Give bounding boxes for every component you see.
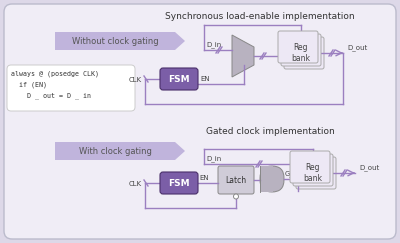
Text: D_out: D_out xyxy=(359,164,379,171)
Text: Synchronous load-enable implementation: Synchronous load-enable implementation xyxy=(165,12,355,21)
FancyBboxPatch shape xyxy=(160,172,198,194)
Polygon shape xyxy=(55,32,185,50)
Text: Reg
bank: Reg bank xyxy=(304,163,322,183)
Text: FSM: FSM xyxy=(168,179,190,188)
Text: Without clock gating: Without clock gating xyxy=(72,36,158,45)
FancyBboxPatch shape xyxy=(7,65,135,111)
Text: D _ out = D _ in: D _ out = D _ in xyxy=(11,92,91,99)
Text: CLK: CLK xyxy=(129,181,142,187)
Text: EN: EN xyxy=(199,175,209,181)
Text: Latch: Latch xyxy=(226,175,246,184)
Text: EN: EN xyxy=(200,76,210,82)
Text: FSM: FSM xyxy=(168,75,190,84)
Text: G_CLK: G_CLK xyxy=(285,170,307,177)
Polygon shape xyxy=(55,142,185,160)
FancyBboxPatch shape xyxy=(4,4,396,239)
Text: CLK: CLK xyxy=(129,77,142,83)
Text: D_in: D_in xyxy=(206,155,221,162)
FancyBboxPatch shape xyxy=(296,157,336,189)
Text: D_out: D_out xyxy=(347,44,367,51)
Polygon shape xyxy=(232,35,254,77)
Bar xyxy=(260,166,272,192)
Bar xyxy=(260,166,273,192)
FancyBboxPatch shape xyxy=(290,151,330,183)
FancyBboxPatch shape xyxy=(284,37,324,69)
Text: With clock gating: With clock gating xyxy=(78,147,152,156)
Text: D_in: D_in xyxy=(206,41,221,48)
Text: Gated clock implementation: Gated clock implementation xyxy=(206,127,334,136)
FancyBboxPatch shape xyxy=(281,34,321,66)
FancyBboxPatch shape xyxy=(278,31,318,63)
Text: Reg
bank: Reg bank xyxy=(292,43,310,63)
FancyBboxPatch shape xyxy=(160,68,198,90)
Circle shape xyxy=(234,194,238,199)
Text: if (EN): if (EN) xyxy=(11,81,47,87)
Text: always @ (posedge CLK): always @ (posedge CLK) xyxy=(11,70,99,77)
FancyBboxPatch shape xyxy=(293,154,333,186)
FancyBboxPatch shape xyxy=(260,166,284,192)
FancyBboxPatch shape xyxy=(218,166,254,194)
